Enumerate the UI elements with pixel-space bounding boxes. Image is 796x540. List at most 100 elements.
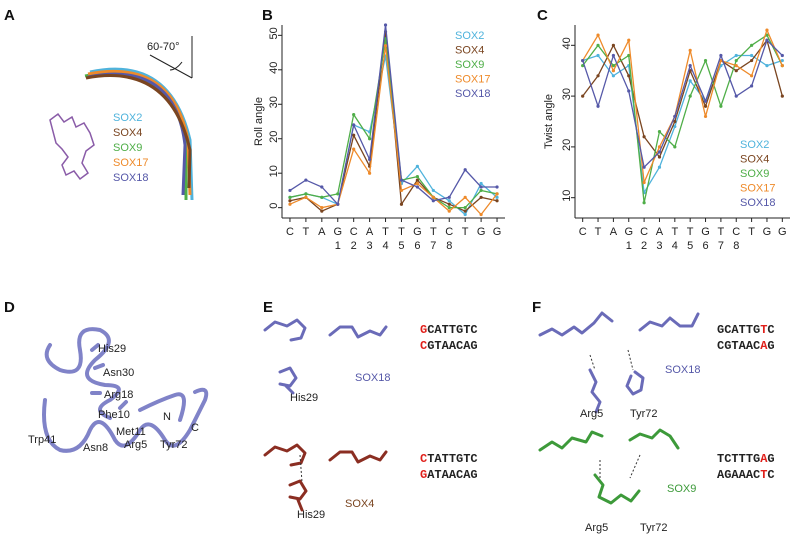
x-tick-label: A (366, 226, 374, 238)
series-line (289, 38, 498, 209)
sequence: GATAACAG (420, 468, 478, 482)
series-line (582, 34, 783, 203)
y-tick-label: 0 (268, 203, 280, 209)
data-point (352, 133, 356, 137)
data-point (611, 43, 615, 47)
legend-label: SOX18 (455, 88, 490, 100)
data-point (657, 155, 662, 159)
data-point (703, 104, 708, 108)
data-point (673, 124, 677, 129)
data-point (596, 74, 600, 78)
y-axis-label: Roll angle (253, 97, 265, 146)
data-point (495, 199, 499, 203)
terminus-label: C (191, 422, 199, 434)
data-point (657, 165, 662, 169)
protein-label: SOX18 (665, 364, 700, 376)
data-point (719, 104, 723, 108)
legend-label: SOX4 (113, 127, 142, 139)
legend-label: SOX2 (740, 139, 769, 151)
x-tick-number: 2 (351, 240, 357, 252)
y-tick-label: 40 (268, 62, 280, 74)
data-point (673, 119, 677, 124)
stick-models (538, 311, 700, 505)
residue-label: Met11 (116, 426, 146, 438)
data-point (765, 28, 769, 32)
data-point (495, 192, 499, 196)
data-point (479, 181, 483, 186)
data-point (611, 64, 615, 68)
data-point (352, 123, 356, 127)
residue-label: His29 (297, 509, 325, 521)
y-tick-label: 30 (268, 96, 280, 108)
data-point (479, 212, 483, 217)
data-point (703, 114, 708, 119)
data-point (657, 150, 662, 154)
data-point (750, 84, 754, 88)
data-point (611, 69, 615, 73)
data-point (304, 195, 308, 199)
data-point (611, 74, 615, 78)
x-tick-number: 8 (733, 240, 739, 252)
x-tick-number: 3 (367, 240, 373, 252)
legend-label: SOX9 (113, 142, 142, 154)
residue-label: Arg5 (124, 439, 147, 451)
sequence: GCATTGTC (420, 323, 478, 337)
data-point (288, 195, 292, 199)
x-tick-number: 1 (335, 240, 341, 252)
data-point (479, 195, 483, 199)
y-tick-label: 30 (561, 88, 573, 100)
data-point (336, 202, 340, 206)
residue-label: Tyr72 (640, 522, 668, 534)
protein-label: SOX9 (667, 483, 696, 495)
data-point (596, 104, 600, 108)
x-tick-label: T (748, 226, 755, 238)
residue-label: Asn8 (83, 442, 108, 454)
data-point (765, 64, 769, 68)
data-point (673, 145, 677, 149)
data-point (750, 74, 754, 78)
residue-label: Arg5 (585, 522, 608, 534)
data-point (320, 209, 324, 213)
series-line (289, 45, 498, 216)
legend-label: SOX18 (740, 197, 775, 209)
x-tick-label: A (656, 226, 664, 238)
data-point (673, 114, 677, 119)
legend-label: SOX17 (113, 157, 148, 169)
residue-label: Trp41 (28, 434, 56, 446)
x-tick-number: 1 (626, 240, 632, 252)
sequence: GCATTGTC (717, 323, 775, 337)
series-line (582, 54, 783, 195)
x-tick-label: C (640, 226, 648, 238)
x-tick-number: 7 (718, 240, 724, 252)
x-tick-label: T (718, 226, 725, 238)
y-tick-label: 10 (268, 165, 280, 177)
series-line (289, 24, 498, 206)
residue-label: His29 (290, 392, 318, 404)
data-point (581, 58, 585, 63)
x-tick-number: 5 (398, 240, 404, 252)
data-point (415, 185, 419, 189)
x-tick-label: G (333, 226, 342, 238)
legend-label: SOX4 (455, 45, 484, 57)
panel-label: A (4, 7, 15, 24)
data-point (447, 202, 451, 206)
data-point (780, 94, 784, 98)
data-point (320, 185, 324, 189)
residue-label: Arg5 (580, 408, 603, 420)
data-point (627, 53, 631, 58)
x-tick-label: A (610, 226, 618, 238)
data-point (596, 53, 600, 58)
residue-label: Tyr72 (160, 439, 188, 451)
data-point (415, 175, 419, 179)
data-point (431, 199, 435, 203)
dna-axes-drawing (49, 36, 194, 201)
y-tick-label: 20 (561, 139, 573, 151)
sequence: CGTAACAG (420, 339, 478, 353)
data-point (495, 195, 499, 199)
data-point (368, 157, 372, 162)
protein-label: SOX4 (345, 498, 374, 510)
data-point (734, 53, 738, 58)
data-point (352, 113, 356, 117)
data-point (383, 44, 388, 48)
protein-label: SOX18 (355, 372, 390, 384)
